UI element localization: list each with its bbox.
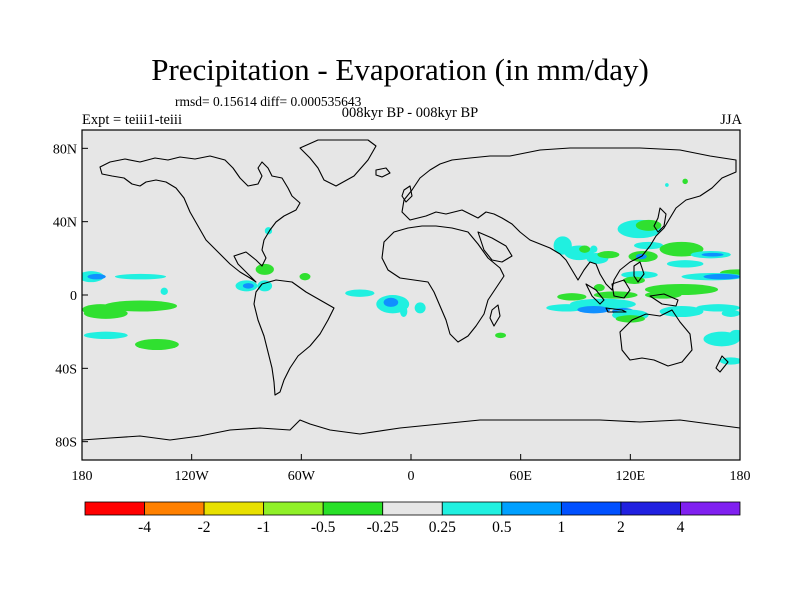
anomaly-region-cyan [160,287,168,296]
colorbar-label: 2 [617,519,625,536]
anomaly-region-cyan [345,289,375,297]
anomaly-region-cyan [257,280,273,292]
coastline-borneo [611,279,631,299]
anomaly-region-blue [701,252,724,257]
anomaly-region-green [83,307,128,319]
x-tick-label: 180 [72,469,93,484]
coastline-antarctica [82,419,740,441]
x-tick-label: 60W [288,469,316,484]
anomaly-region-cyan [114,273,167,280]
anomaly-region-green [623,276,645,285]
anomaly-region-cyan [729,329,740,341]
y-tick-label: 80N [53,142,77,157]
anomaly-region-cyan [414,302,426,314]
coastline-south-america [253,279,335,396]
anomaly-region-green [299,273,311,281]
anomaly-region-blue [242,283,254,289]
anomaly-region-cyan [659,306,704,317]
coastline-madagascar [489,304,501,327]
stats-text: rmsd= 0.15614 diff= 0.000535643 [175,94,362,109]
anomaly-region-green [495,332,507,339]
anomaly-region-cyan [621,271,658,279]
anomaly-region-green [635,219,662,231]
y-tick-label: 40N [53,216,77,231]
coastline-australia [619,309,693,367]
colorbar-label: 0.5 [492,519,512,536]
experiment-label: Expt = teiii1-teiii [82,112,182,128]
anomaly-region-green [557,293,587,301]
colorbar-label: -0.25 [366,519,399,536]
coastline-java [605,307,627,313]
coastline-british-isles [401,185,413,203]
anomaly-shading [82,178,740,365]
coastline-new-guinea [649,293,679,307]
coastline-greenland [299,139,377,187]
coastline-japan [653,207,667,233]
map-background [82,130,740,460]
anomaly-region-cyan [590,245,598,253]
anomaly-region-blue [87,273,106,280]
coastline-new-zealand [715,355,729,373]
coastline-eurasia [401,147,737,291]
anomaly-region-green [593,291,638,299]
plot-title: Precipitation - Evaporation (in mm/day) [151,52,649,87]
anomaly-region-blue [703,273,740,280]
anomaly-region-blue [577,306,611,314]
colorbar-label: -2 [197,519,211,536]
anomaly-region-blue [383,297,399,307]
axis-ticks: 80N 40N 0 40S 80S 180 120W 60W 0 60E 120E 180 [53,142,751,484]
anomaly-region-green [597,251,620,259]
x-tick-label: 60E [509,469,532,484]
anomaly-region-green [644,291,682,299]
coastline-philippines [633,261,645,283]
anomaly-region-cyan [665,183,669,187]
anomaly-region-cyan [83,331,128,340]
y-tick-label: 40S [55,362,77,377]
x-tick-label: 180 [730,469,751,484]
anomaly-region-green [135,339,179,350]
anomaly-region-green [255,263,274,275]
anomaly-region-cyan [719,357,740,365]
x-tick-label: 0 [408,469,415,484]
anomaly-region-cyan [696,304,740,312]
colorbar-label: 4 [676,519,685,536]
x-tick-label: 120W [175,469,210,484]
coastline-arabia [477,231,513,263]
anomaly-region-cyan [400,306,408,317]
y-tick-label: 0 [70,289,77,304]
coastline-iceland [375,167,391,178]
anomaly-region-cyan [633,241,664,250]
coastlines [82,139,740,441]
coastline-sumatra [585,283,605,305]
anomaly-region-cyan [666,260,704,268]
anomaly-region-green [682,178,688,185]
coastline-north-america [99,155,301,283]
season-label: JJA [720,112,742,128]
y-tick-label: 80S [55,436,77,451]
anomaly-region-cyan [546,304,587,312]
colorbar-label: 0.25 [428,519,456,536]
colorbar-label: -4 [138,519,151,536]
colorbar-label: 1 [557,519,566,536]
anomaly-region-cyan [721,309,740,318]
x-tick-label: 120E [616,469,646,484]
plot-subtitle: 008kyr BP - 008kyr BP [341,105,479,121]
colorbar-label: -0.5 [310,519,336,536]
anomaly-region-green [103,300,178,312]
anomaly-region-green [593,284,605,292]
anomaly-region-green [659,241,704,257]
coastline-africa [381,225,505,343]
anomaly-region-green [579,245,591,253]
colorbar-label: -1 [257,519,271,536]
